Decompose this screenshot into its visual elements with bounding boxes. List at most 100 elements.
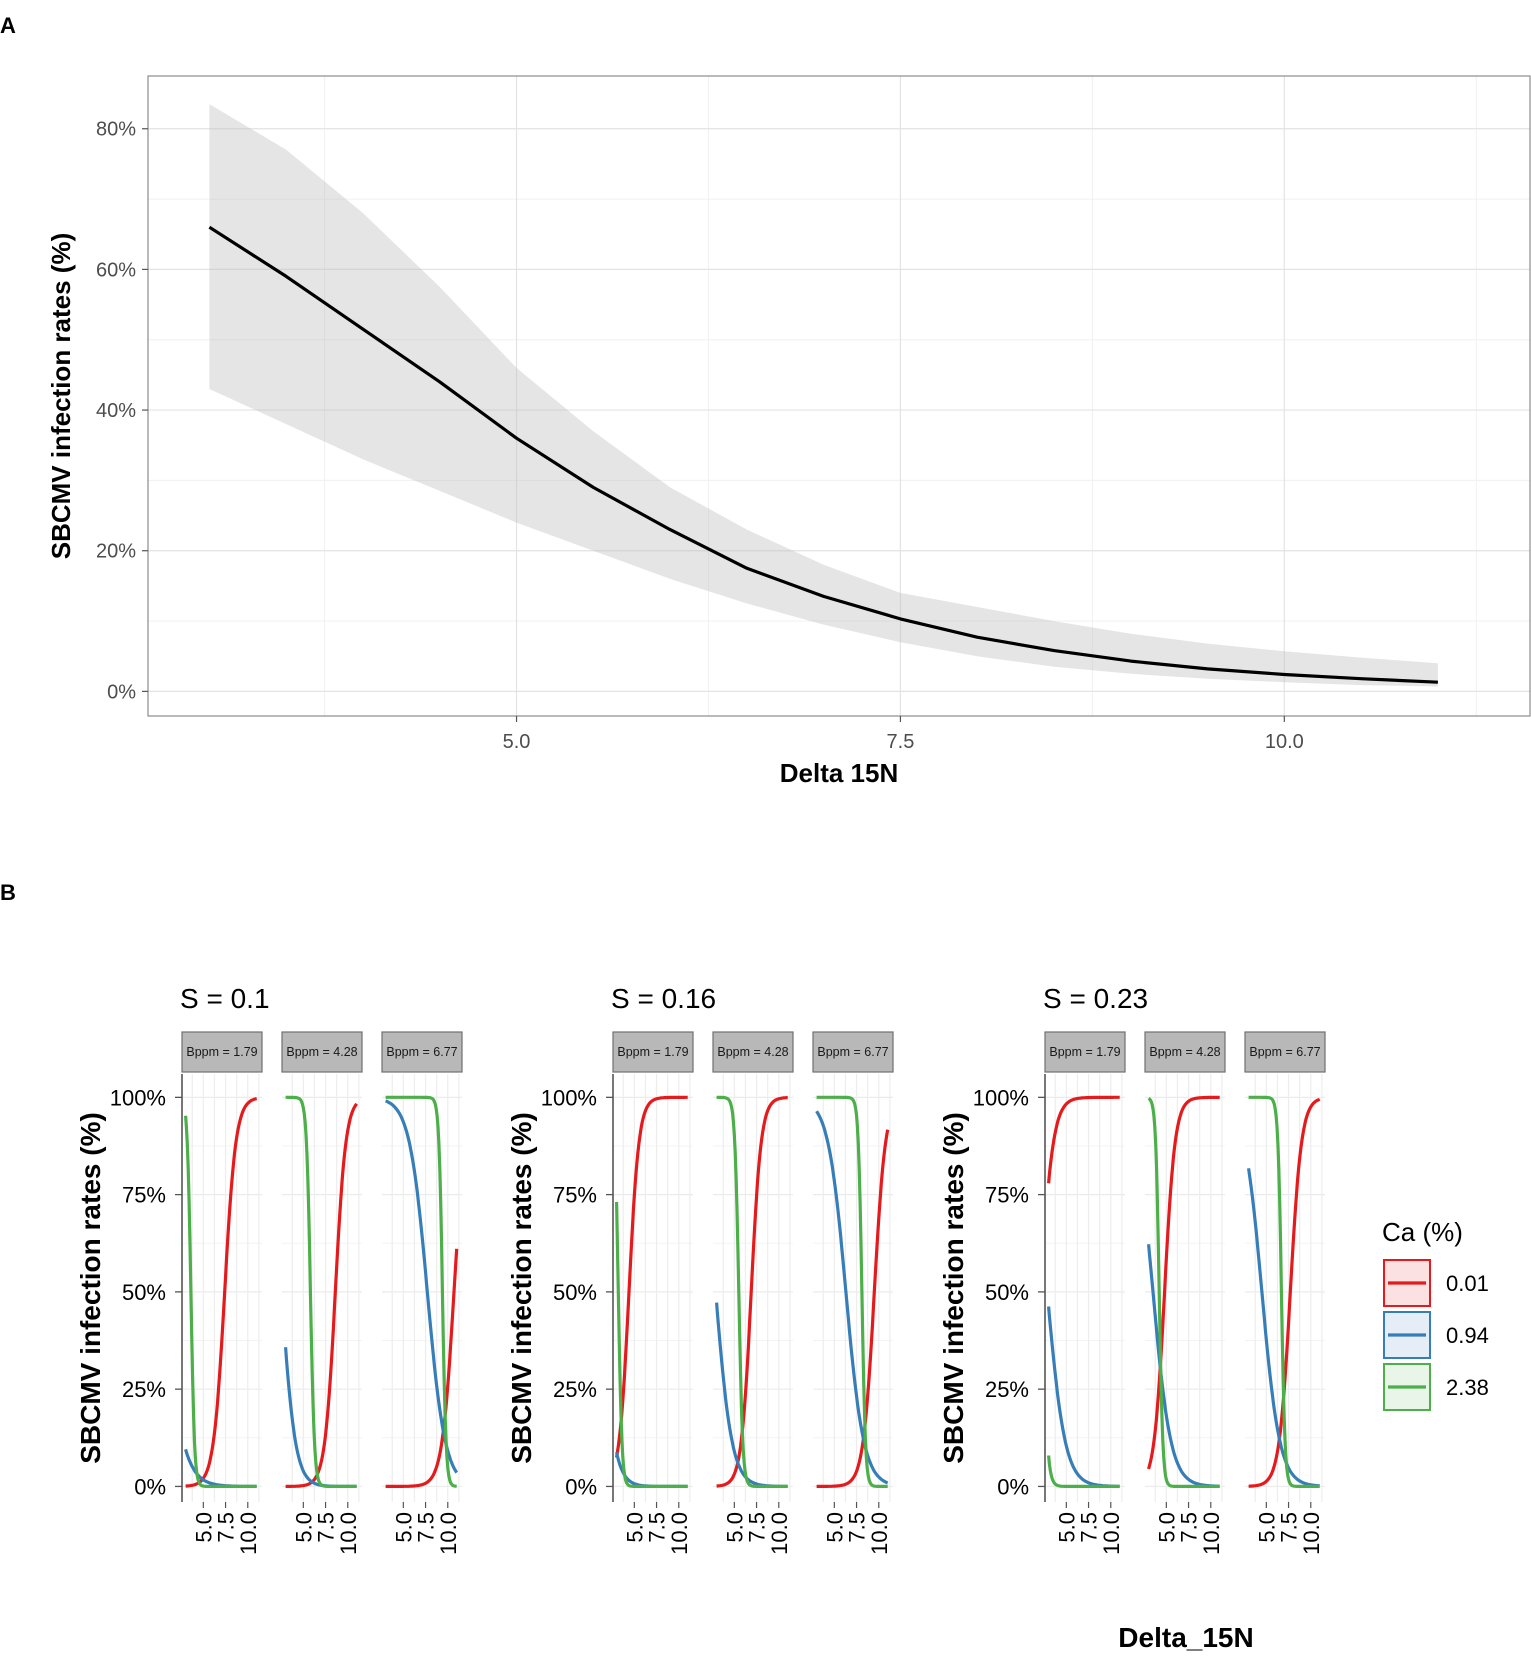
line-ca-0-01	[715, 1096, 789, 1488]
line-ca-2-38	[1247, 1095, 1321, 1488]
x-tick-label: 10.0	[1199, 1512, 1224, 1555]
y-tick-label: 60%	[96, 259, 136, 281]
y-tick-label: 0%	[107, 681, 136, 703]
x-tick-label: 7.5	[745, 1512, 770, 1543]
x-tick-label: 10.0	[236, 1512, 261, 1555]
y-axis-title: SBCMV infection rates (%)	[506, 1112, 537, 1464]
x-tick-label: 5.0	[1254, 1512, 1279, 1543]
y-tick-label: 75%	[553, 1183, 597, 1208]
line-ca-0-01	[1047, 1095, 1121, 1184]
x-tick-label: 10.0	[1099, 1512, 1124, 1555]
facet-strip	[1044, 1031, 1126, 1073]
ribbon-ca-0-94	[816, 1111, 888, 1483]
x-tick-label: 5.0	[1154, 1512, 1179, 1543]
x-tick-label: 7.5	[314, 1512, 339, 1543]
facet-panel: Bppm = 6.77 5.07.510.0	[1244, 1031, 1326, 1555]
x-tick-label: 7.5	[1277, 1512, 1302, 1543]
ribbon-ca-0-94	[716, 1302, 788, 1487]
x-tick-label: 5.0	[503, 731, 531, 753]
facet-strip-label: Bppm = 1.79	[186, 1045, 257, 1059]
x-tick-label: 10.0	[767, 1512, 792, 1555]
x-tick-label: 5.0	[1054, 1512, 1079, 1543]
x-tick-label: 7.5	[887, 731, 915, 753]
ribbon-ca-0-01	[1048, 1097, 1120, 1184]
y-tick-label: 25%	[985, 1377, 1029, 1402]
facet-panel: Bppm = 4.28 5.07.510.0	[281, 1031, 363, 1555]
line-ca-2-38	[1047, 1455, 1121, 1488]
line-ca-2-38	[384, 1095, 458, 1488]
line-ca-0-94	[1047, 1306, 1121, 1488]
facet-group: S = 0.1 0% 25% 50% 75% 100%SBCMV infection ra…	[75, 983, 463, 1555]
y-axis-title: SBCMV infection rates (%)	[75, 1112, 106, 1464]
facet-strip-label: Bppm = 4.28	[286, 1045, 357, 1059]
facet-strip-label: Bppm = 6.77	[817, 1045, 888, 1059]
facet-strip	[812, 1031, 894, 1073]
y-tick-label: 25%	[122, 1377, 166, 1402]
facet-strip	[281, 1031, 363, 1073]
y-tick-label: 100%	[541, 1085, 597, 1110]
line-ca-0-01	[184, 1097, 258, 1488]
y-tick-label: 50%	[122, 1280, 166, 1305]
line-ca-0-94	[815, 1110, 889, 1485]
x-tick-label: 7.5	[414, 1512, 439, 1543]
y-tick-label: 100%	[973, 1085, 1029, 1110]
y-tick-label: 75%	[985, 1183, 1029, 1208]
y-tick-label: 75%	[122, 1183, 166, 1208]
legend: Ca (%) 0.01 0.94 2.38	[1382, 1217, 1489, 1411]
series-line	[208, 225, 1438, 684]
line-ca-2-38	[184, 1115, 258, 1488]
facet-panel: Bppm = 4.28 5.07.510.0	[712, 1031, 794, 1555]
y-tick-label: 40%	[96, 400, 136, 422]
facet-strip-label: Bppm = 6.77	[1249, 1045, 1320, 1059]
x-tick-label: 5.0	[822, 1512, 847, 1543]
x-tick-label: 5.0	[191, 1512, 216, 1543]
x-tick-label: 10.0	[436, 1512, 461, 1555]
legend-label: 0.94	[1446, 1323, 1489, 1348]
y-tick-label: 50%	[553, 1280, 597, 1305]
line-ca-0-01	[284, 1102, 358, 1488]
facet-strip	[181, 1031, 263, 1073]
facet-strip	[381, 1031, 463, 1073]
facet-strip	[712, 1031, 794, 1073]
facet-group: S = 0.16 0% 25% 50% 75% 100%SBCMV infection r…	[506, 983, 894, 1555]
x-tick-label: 7.5	[1177, 1512, 1202, 1543]
confidence-ribbon	[209, 104, 1438, 687]
x-tick-label: 10.0	[1299, 1512, 1324, 1555]
panel-label-b: B	[0, 880, 16, 905]
x-tick-label: 10.0	[336, 1512, 361, 1555]
legend-title: Ca (%)	[1382, 1217, 1463, 1247]
facet-strip-label: Bppm = 6.77	[386, 1045, 457, 1059]
facet-strip-label: Bppm = 4.28	[1149, 1045, 1220, 1059]
chart-a: 0% 20% 40% 60% 80% 5.0 7.5 10.0 Delta 15N SBCMV i…	[46, 75, 1531, 788]
facet-strip	[612, 1031, 694, 1073]
line-ca-0-01	[615, 1095, 689, 1458]
x-tick-label: 10.0	[667, 1512, 692, 1555]
facet-strip	[1244, 1031, 1326, 1073]
ribbon-ca-0-01	[816, 1129, 888, 1487]
y-axis-title: SBCMV infection rates (%)	[46, 233, 76, 560]
line-ca-0-01	[815, 1129, 890, 1488]
facet-panel: Bppm = 4.28 5.07.510.0	[1144, 1031, 1226, 1555]
line-ca-0-94	[715, 1302, 789, 1488]
group-title: S = 0.23	[1043, 983, 1148, 1014]
panel-label-a: A	[0, 13, 16, 38]
facet-panel: Bppm = 1.79 5.07.510.0	[181, 1031, 263, 1555]
x-tick-label: 7.5	[214, 1512, 239, 1543]
y-axis-title: SBCMV infection rates (%)	[938, 1112, 969, 1464]
group-title: S = 0.1	[180, 983, 270, 1014]
line-ca-2-38	[284, 1095, 358, 1488]
line-ca-2-38	[615, 1201, 689, 1488]
line-ca-2-38	[715, 1095, 789, 1488]
y-tick-label: 20%	[96, 541, 136, 563]
y-tick-label: 50%	[985, 1280, 1029, 1305]
x-tick-label: 7.5	[1077, 1512, 1102, 1543]
facet-panel: Bppm = 1.79 5.07.510.0	[1044, 1031, 1126, 1555]
ribbon-ca-0-01	[285, 1103, 357, 1487]
legend-label: 0.01	[1446, 1271, 1489, 1296]
group-title: S = 0.16	[611, 983, 716, 1014]
x-tick-label: 5.0	[291, 1512, 316, 1543]
y-tick-label: 0%	[134, 1474, 166, 1499]
facet-strip-label: Bppm = 1.79	[617, 1045, 688, 1059]
y-tick-label: 25%	[553, 1377, 597, 1402]
y-tick-label: 100%	[110, 1085, 166, 1110]
